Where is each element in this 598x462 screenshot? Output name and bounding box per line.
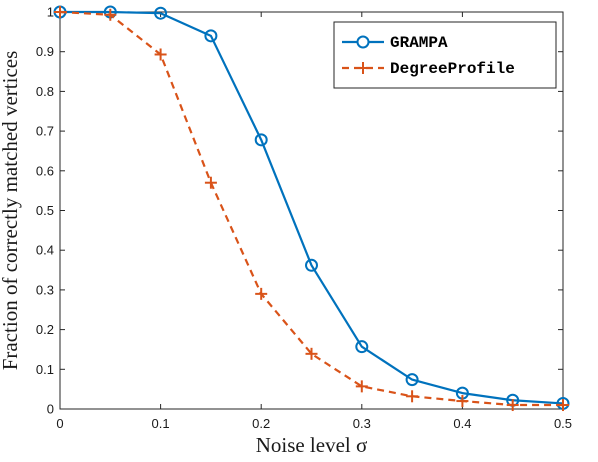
data-point-degreeprofile bbox=[104, 8, 117, 21]
y-tick-label: 0.1 bbox=[36, 362, 54, 377]
x-tick-label: 0 bbox=[56, 416, 63, 431]
data-point-degreeprofile bbox=[506, 399, 519, 412]
y-tick-label: 0.6 bbox=[36, 163, 54, 178]
y-tick-label: 0.7 bbox=[36, 124, 54, 139]
plot-area: 0 0.1 0.2 0.3 0.4 0.5 0 0.1 0.2 0.3 0.4 0.5 0.6 0.7 0.… bbox=[36, 5, 572, 432]
legend-marker-grampa bbox=[356, 35, 370, 49]
data-point-grampa bbox=[305, 258, 318, 272]
data-point-grampa bbox=[204, 29, 218, 43]
y-tick-label: 0.9 bbox=[36, 44, 54, 59]
x-axis-title: Noise level σ bbox=[256, 433, 368, 457]
y-tick-label: 0.3 bbox=[36, 282, 54, 297]
x-tick-label: 0.4 bbox=[453, 416, 471, 431]
series-line-grampa bbox=[60, 10, 564, 405]
data-point-degreeprofile bbox=[456, 395, 469, 408]
y-tick-label: 0 bbox=[47, 402, 54, 417]
data-point-degreeprofile bbox=[406, 390, 419, 403]
x-tick-label: 0.5 bbox=[554, 416, 572, 431]
y-tick-label: 0.2 bbox=[36, 322, 54, 337]
data-point-grampa bbox=[405, 373, 419, 387]
data-point-degreeprofile bbox=[305, 347, 318, 360]
data-point-grampa bbox=[355, 340, 369, 354]
y-tick-label: 0.5 bbox=[36, 203, 54, 218]
y-tick-label: 1 bbox=[47, 5, 54, 20]
y-tick-label: 0.4 bbox=[36, 243, 54, 258]
data-point-degreeprofile bbox=[204, 176, 217, 189]
data-point-grampa bbox=[154, 6, 168, 20]
data-point-degreeprofile bbox=[355, 380, 368, 393]
series-line-degreeprofile bbox=[59, 10, 563, 407]
data-point-degreeprofile bbox=[255, 287, 268, 300]
legend: GRAMPA DegreeProfile bbox=[333, 21, 557, 89]
data-point-degreeprofile bbox=[54, 6, 66, 18]
legend-label-grampa: GRAMPA bbox=[390, 34, 448, 52]
y-tick-label: 0.8 bbox=[36, 84, 54, 99]
legend-label-degreeprofile: DegreeProfile bbox=[390, 60, 515, 78]
x-tick-label: 0.1 bbox=[152, 416, 170, 431]
x-tick-label: 0.3 bbox=[353, 416, 371, 431]
legend-box bbox=[333, 21, 557, 89]
y-axis-title: Fraction of correctly matched vertices bbox=[0, 51, 22, 371]
data-point-degreeprofile bbox=[557, 399, 569, 412]
data-point-degreeprofile bbox=[154, 48, 167, 61]
x-tick-label: 0.2 bbox=[252, 416, 270, 431]
data-point-grampa bbox=[254, 133, 268, 147]
